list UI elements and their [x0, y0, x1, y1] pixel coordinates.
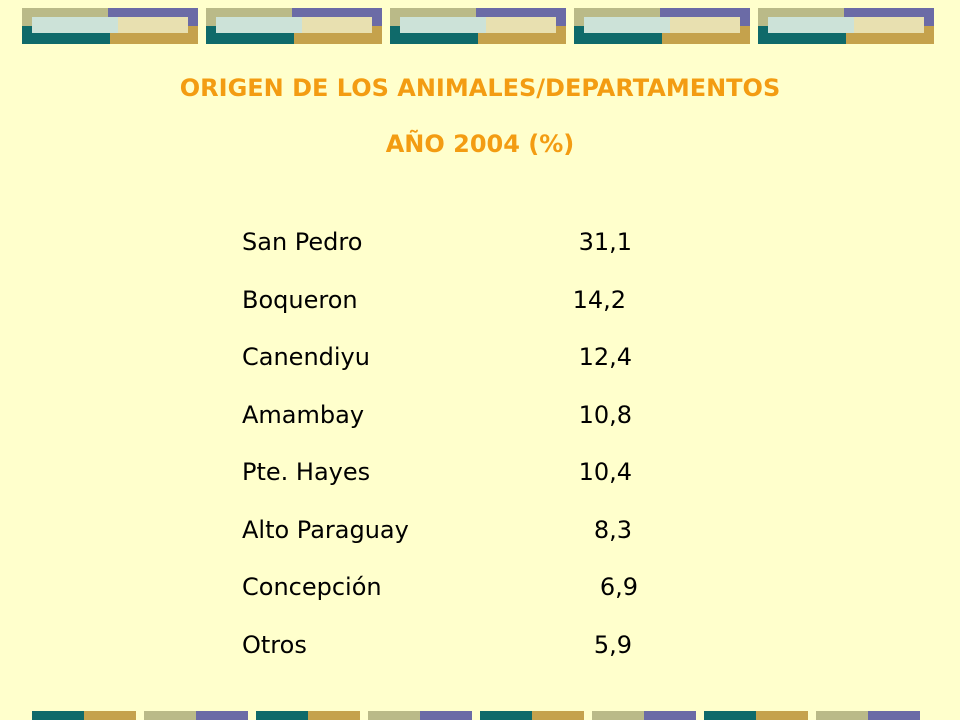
decorative-block: [758, 8, 934, 44]
bottom-decorative-band: [0, 711, 960, 720]
page-subtitle: AÑO 2004 (%): [385, 130, 575, 158]
decorative-segment: [308, 711, 360, 720]
department-name: Amambay: [242, 401, 365, 429]
decorative-segment: [144, 711, 196, 720]
decorative-segment: [532, 711, 584, 720]
department-value: 12,4: [578, 343, 632, 371]
department-name: Alto Paraguay: [242, 516, 409, 544]
decorative-segment: [84, 711, 136, 720]
decorative-segment: [704, 711, 756, 720]
decorative-segment: [32, 711, 84, 720]
list-item: Otros 5,9: [242, 631, 662, 665]
department-name: Boqueron: [242, 286, 358, 314]
decorative-segment: [592, 711, 644, 720]
page-title: ORIGEN DE LOS ANIMALES/DEPARTAMENTOS: [179, 74, 781, 102]
department-value: 10,4: [578, 458, 632, 486]
top-decorative-band: [0, 8, 960, 44]
list-item: San Pedro 31,1: [242, 228, 662, 262]
decorative-segment: [256, 711, 308, 720]
department-value: 31,1: [578, 228, 632, 256]
department-name: Canendiyu: [242, 343, 370, 371]
department-name: Concepción: [242, 573, 382, 601]
department-name: Pte. Hayes: [242, 458, 371, 486]
decorative-segment: [196, 711, 248, 720]
decorative-segment: [420, 711, 472, 720]
list-item: Amambay 10,8: [242, 401, 662, 435]
decorative-block: [206, 8, 382, 44]
decorative-block: [390, 8, 566, 44]
decorative-block: [574, 8, 750, 44]
decorative-segment: [868, 711, 920, 720]
decorative-segment: [480, 711, 532, 720]
department-value: 6,9: [599, 573, 638, 601]
decorative-segment: [756, 711, 808, 720]
decorative-segment: [368, 711, 420, 720]
list-item: Concepción 6,9: [242, 573, 662, 607]
list-item: Canendiyu 12,4: [242, 343, 662, 377]
decorative-segment: [816, 711, 868, 720]
decorative-segment: [644, 711, 696, 720]
department-value: 8,3: [593, 516, 632, 544]
department-value: 5,9: [593, 631, 632, 659]
department-name: San Pedro: [242, 228, 363, 256]
list-item: Boqueron 14,2: [242, 286, 662, 320]
department-value: 10,8: [578, 401, 632, 429]
department-value: 14,2: [572, 286, 626, 314]
list-item: Pte. Hayes 10,4: [242, 458, 662, 492]
decorative-block: [22, 8, 198, 44]
department-name: Otros: [242, 631, 307, 659]
list-item: Alto Paraguay 8,3: [242, 516, 662, 550]
